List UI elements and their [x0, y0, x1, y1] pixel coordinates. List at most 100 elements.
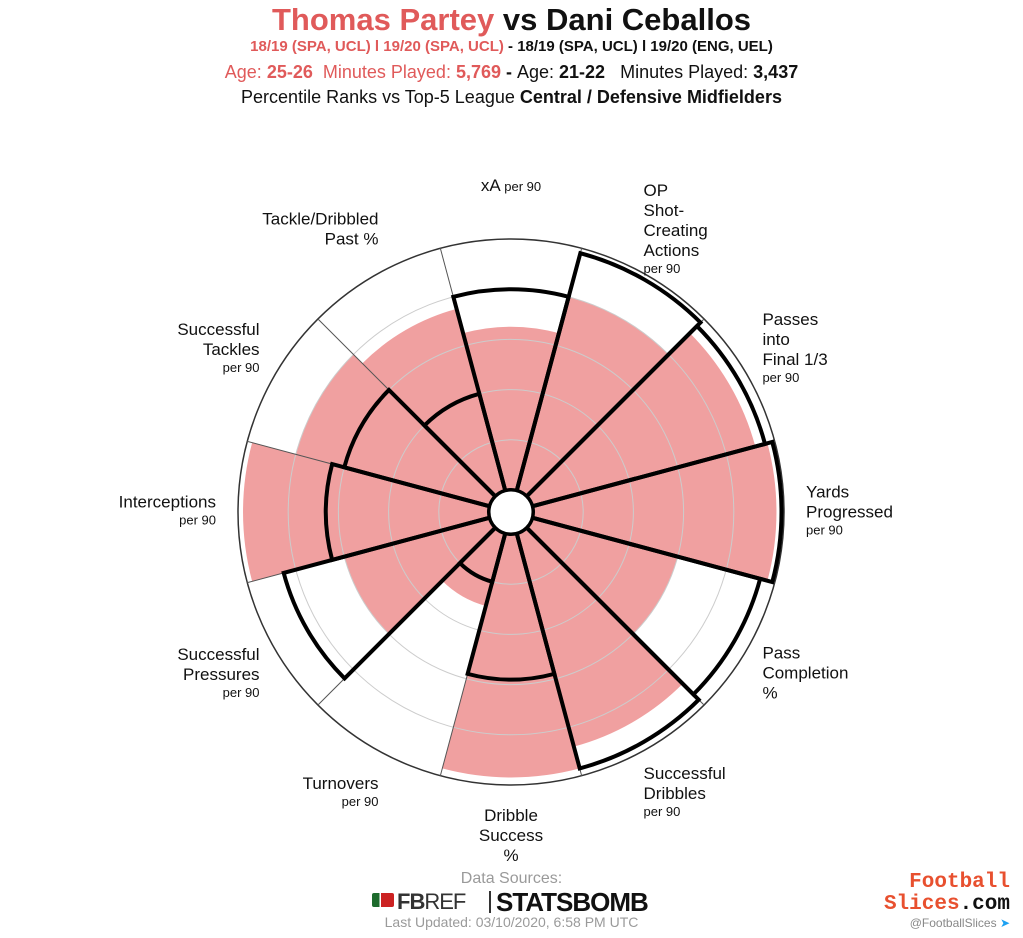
- seasons-separator: -: [503, 38, 518, 55]
- metric-label-line: Tackle/Dribbled: [262, 210, 378, 229]
- statsbomb-logo: STATSBOMB: [496, 887, 649, 917]
- fbref-logo-fb: FB: [397, 889, 425, 914]
- player1-seasons: 18/19 (SPA, UCL) l 19/20 (SPA, UCL): [250, 38, 504, 55]
- metric-label-unit: per 90: [501, 179, 541, 194]
- data-source-logos: FBREF STATSBOMB: [372, 887, 662, 917]
- metric-label-unit: per 90: [342, 794, 379, 809]
- metric-label-line: Final 1/3: [762, 350, 827, 369]
- metric-label-line: Success: [479, 826, 543, 845]
- footballslices-logo: Football Slices.com @FootballSlices ➤: [870, 871, 1010, 931]
- player1-name: Thomas Partey: [272, 2, 495, 37]
- metric-label-line: OP: [644, 181, 669, 200]
- player1-wedge: [442, 533, 580, 778]
- seasons-line: 18/19 (SPA, UCL) l 19/20 (SPA, UCL) - 18…: [0, 38, 1023, 55]
- player1-age-label: Age:: [224, 62, 267, 82]
- subtitle-position: Central / Defensive Midfielders: [519, 87, 782, 107]
- player1-minutes: 5,769: [455, 62, 501, 82]
- player1-wedge: [526, 333, 756, 507]
- player2-minutes-label: Minutes Played:: [620, 62, 754, 82]
- player2-outlines: [281, 250, 784, 771]
- age-minutes-line: Age: 25-26 Minutes Played: 5,769 - Age: …: [0, 62, 1023, 83]
- metric-label-line: Successful: [177, 320, 259, 339]
- metric-label-line: Dribbles: [644, 784, 706, 803]
- fs-logo-slices: Slices: [883, 893, 960, 916]
- player2-minutes: 3,437: [753, 62, 799, 82]
- player1-wedge: [516, 527, 683, 747]
- data-sources-label: Data Sources:: [460, 870, 563, 887]
- metric-label-line: Completion: [762, 664, 848, 683]
- metric-label-unit: per 90: [806, 523, 843, 538]
- metric-label-line: Past %: [325, 230, 379, 249]
- fs-handle: @FootballSlices ➤: [870, 916, 1010, 930]
- player2-age: 21-22: [559, 62, 606, 82]
- player2-name: Dani Ceballos: [546, 2, 751, 37]
- player1-wedge: [362, 308, 506, 497]
- fs-logo-com: .com: [959, 893, 1010, 916]
- metric-label-line: %: [503, 846, 518, 865]
- fbref-logo-ref: REF: [424, 889, 466, 914]
- player1-minutes-label: Minutes Played:: [322, 62, 456, 82]
- metric-label-line: %: [762, 684, 777, 703]
- metric-label-line: Pass: [762, 644, 800, 663]
- metric-label-line: Successful: [644, 764, 726, 783]
- fs-logo-line1: Football: [909, 871, 1010, 894]
- metric-label-line: Interceptions: [119, 493, 216, 512]
- last-updated: Last Updated: 03/10/2020, 6:58 PM UTC: [384, 914, 639, 930]
- player1-fills: [243, 296, 777, 778]
- twitter-icon: ➤: [999, 916, 1010, 930]
- metric-label-line: Progressed: [806, 503, 893, 522]
- fbref-logo: FBREF: [372, 889, 466, 915]
- metric-label-unit: per 90: [223, 360, 260, 375]
- metric-label-line: Dribble: [484, 806, 538, 825]
- fbref-icon: [372, 893, 394, 907]
- metric-label-line: Passes: [762, 310, 818, 329]
- player2-seasons: 18/19 (SPA, UCL) l 19/20 (ENG, UEL): [517, 38, 773, 55]
- metric-label-line: Shot-: [644, 201, 685, 220]
- subtitle-prefix: Percentile Ranks vs Top-5 League: [241, 87, 520, 107]
- chart-title: Thomas Partey vs Dani Ceballos: [0, 2, 1023, 38]
- metric-label-line: Turnovers: [303, 774, 379, 793]
- player1-wedge: [516, 296, 669, 497]
- logo-divider: [489, 891, 491, 913]
- player1-wedge: [295, 354, 496, 507]
- metric-label-unit: per 90: [644, 804, 681, 819]
- fs-logo-line2: Slices.com: [870, 894, 1010, 916]
- player1-age: 25-26: [266, 62, 313, 82]
- player1-wedge: [532, 443, 777, 581]
- metric-label: xA per 90: [481, 176, 541, 195]
- outer-ring: [237, 238, 785, 786]
- grid-ring: [337, 338, 685, 686]
- metric-label-line: into: [762, 330, 789, 349]
- metric-label-unit: per 90: [762, 370, 799, 385]
- metric-label-unit: per 90: [223, 685, 260, 700]
- metric-label-line: Creating: [644, 221, 708, 240]
- fs-handle-text: @FootballSlices: [909, 916, 997, 930]
- grid-ring: [388, 389, 634, 635]
- player1-wedge: [463, 326, 559, 491]
- metric-label-line: Successful: [177, 645, 259, 664]
- chart-subtitle: Percentile Ranks vs Top-5 League Central…: [0, 87, 1023, 108]
- metric-label-line: Yards: [806, 483, 849, 502]
- metric-label-unit: per 90: [179, 513, 216, 528]
- metric-label-line: Actions: [644, 241, 700, 260]
- player1-wedge: [243, 442, 490, 582]
- metric-label-unit: per 90: [644, 261, 681, 276]
- age-minutes-dash: -: [501, 62, 517, 82]
- player2-age-label: Age:: [517, 62, 560, 82]
- metric-label-line: xA per 90: [481, 176, 541, 195]
- grid-ring: [438, 439, 584, 585]
- center-hole: [487, 488, 535, 536]
